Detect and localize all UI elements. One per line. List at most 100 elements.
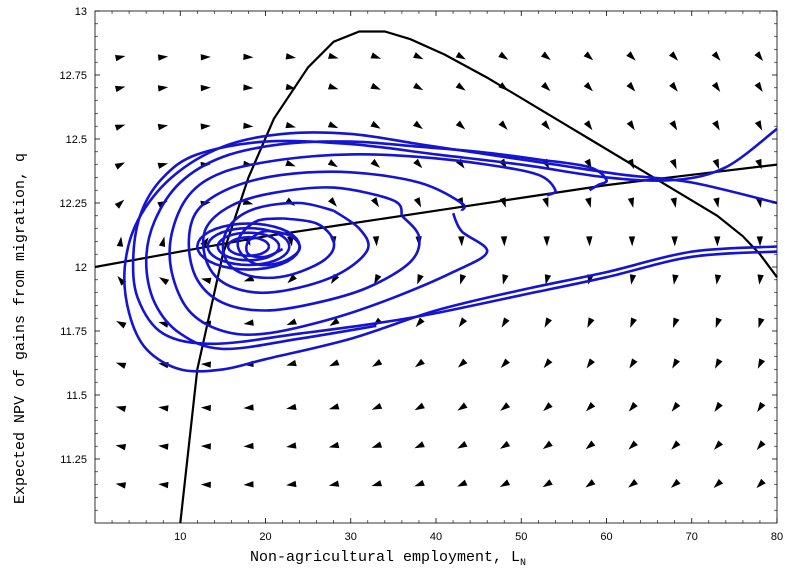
vector-arrow [158, 277, 170, 286]
vector-arrow [115, 405, 127, 413]
vector-arrow [157, 85, 169, 92]
vector-arrow [629, 358, 638, 369]
vector-arrow [586, 358, 595, 369]
trajectory-6 [201, 186, 404, 295]
vector-arrow [670, 478, 681, 488]
vector-arrow [116, 236, 124, 247]
vector-arrow [500, 358, 510, 368]
vector-arrow [115, 444, 127, 451]
x-tick-label: 70 [686, 531, 698, 543]
x-axis-label-subscript: N [520, 558, 526, 569]
vector-arrow [285, 159, 296, 167]
trajectory-3 [144, 140, 608, 351]
trajectories [123, 127, 778, 373]
vector-arrow [711, 81, 721, 92]
vector-arrow [417, 273, 424, 285]
vector-arrow [200, 481, 211, 488]
vector-arrow [756, 440, 766, 451]
vector-arrow [200, 84, 211, 92]
vector-arrow [158, 481, 169, 489]
vector-arrow [328, 480, 340, 487]
vector-arrow [200, 277, 212, 285]
vector-arrow [286, 318, 297, 326]
vector-arrow [754, 120, 763, 131]
vector-arrow [157, 123, 169, 131]
y-tick-label: 12.75 [59, 70, 87, 82]
vector-arrow [628, 401, 638, 412]
vector-arrow [286, 359, 297, 367]
y-tick-label: 11.25 [60, 454, 87, 466]
vector-arrow [457, 479, 468, 487]
y-tick-label: 12.25 [59, 198, 87, 210]
y-axis-ticks: 11.25 11.5 11.75 12 12.25 12.5 12.75 13 [59, 6, 777, 511]
x-tick-label: 20 [259, 531, 271, 543]
vector-arrow [371, 402, 383, 410]
vector-arrow [585, 479, 596, 488]
vector-arrow [200, 54, 211, 61]
vector-arrow [498, 120, 508, 130]
vector-arrow [754, 81, 763, 92]
vector-arrow [115, 362, 127, 369]
x-tick-label: 30 [345, 531, 357, 543]
vector-arrow [243, 442, 254, 450]
vector-arrow [583, 120, 593, 131]
vector-arrow [715, 317, 722, 329]
vector-arrow [286, 442, 297, 449]
vector-arrow [414, 358, 425, 368]
vector-arrow [754, 51, 764, 62]
vector-arrow [415, 317, 425, 328]
vector-arrow [626, 51, 636, 61]
vector-arrow [243, 319, 254, 326]
trajectory-5 [187, 170, 467, 312]
vector-arrow [327, 159, 338, 168]
vector-arrow [457, 441, 468, 449]
vector-arrow [627, 197, 635, 208]
vector-arrow [200, 123, 211, 130]
x-tick-label: 50 [515, 531, 527, 543]
vector-arrow [757, 358, 766, 369]
vector-arrow [670, 197, 677, 208]
vector-arrow [414, 402, 425, 411]
vector-arrow [628, 236, 636, 247]
vector-arrow [457, 358, 468, 368]
vector-arrow [757, 401, 766, 412]
vector-arrow [712, 158, 720, 170]
vector-arrow [540, 51, 551, 61]
vector-arrow [200, 443, 211, 450]
vector-arrow [672, 358, 680, 369]
trajectory-7 [221, 201, 336, 280]
trajectory-inner-loop [195, 222, 301, 271]
vector-arrow [500, 236, 508, 247]
vector-arrow [671, 401, 681, 412]
y-tick-label: 12.5 [66, 134, 87, 146]
vector-arrow [629, 274, 637, 285]
vector-arrow [370, 158, 381, 168]
vector-arrow [158, 443, 169, 450]
y-tick-label: 13 [75, 6, 87, 18]
vector-arrow [328, 441, 340, 449]
vector-arrow [327, 121, 339, 129]
vector-arrow [374, 273, 382, 285]
vector-arrow [328, 403, 340, 410]
vector-arrow [157, 54, 169, 61]
vector-arrow [630, 317, 637, 328]
vector-arrow [455, 51, 466, 60]
y-axis-label: Expected NPV of gains from migration, q [12, 153, 29, 504]
x-tick-label: 80 [771, 531, 783, 543]
vector-arrow [542, 197, 549, 208]
vector-arrow [671, 236, 678, 247]
vector-arrow [286, 480, 297, 488]
vector-arrow [115, 482, 127, 489]
vector-arrow [628, 440, 638, 450]
vector-arrow [758, 317, 765, 329]
vector-arrow [158, 321, 169, 328]
y-tick-label: 11.5 [66, 390, 87, 402]
vector-arrow [669, 120, 678, 131]
trajectory-inner-loop [206, 226, 291, 267]
vector-arrow [158, 236, 166, 248]
vector-arrow [500, 402, 511, 411]
vector-arrow [455, 120, 466, 130]
vector-arrow [287, 235, 294, 247]
vector-arrow [458, 317, 468, 328]
vector-arrow [114, 124, 126, 131]
